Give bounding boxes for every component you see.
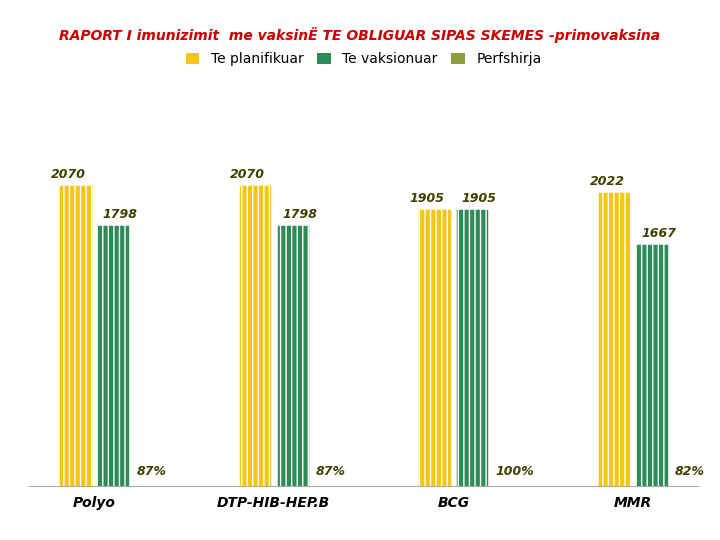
Text: 2070: 2070 [50, 168, 86, 181]
Text: 82%: 82% [675, 465, 705, 478]
Bar [598, 192, 630, 486]
Legend: Te planifikuar, Te vaksionuar, Perfshirja: Te planifikuar, Te vaksionuar, Perfshirj… [180, 47, 547, 72]
Text: RAPORT I imunizimit  me vaksinË TE OBLIGUAR SIPAS SKEMES -primovaksina: RAPORT I imunizimit me vaksinË TE OBLIGU… [60, 27, 660, 43]
Bar [418, 209, 451, 486]
Bar [456, 209, 488, 486]
Text: 87%: 87% [137, 465, 166, 478]
Text: 2022: 2022 [590, 176, 624, 188]
Text: 1905: 1905 [410, 192, 445, 205]
Text: 1905: 1905 [462, 192, 497, 205]
Text: RAPORT I imunizimit  me vaksinË TE OBLIGUAR SIPAS SKEMES -primovaksina: RAPORT I imunizimit me vaksinË TE OBLIGU… [60, 27, 660, 43]
Bar [59, 185, 91, 486]
Bar [636, 244, 668, 486]
Text: 100%: 100% [495, 465, 534, 478]
Text: 87%: 87% [316, 465, 346, 478]
Text: 2070: 2070 [230, 168, 265, 181]
Text: 1798: 1798 [282, 208, 318, 221]
Text: 1667: 1667 [642, 227, 677, 240]
Bar [97, 225, 130, 486]
Bar [239, 185, 271, 486]
Text: 1798: 1798 [103, 208, 138, 221]
Bar [276, 225, 309, 486]
